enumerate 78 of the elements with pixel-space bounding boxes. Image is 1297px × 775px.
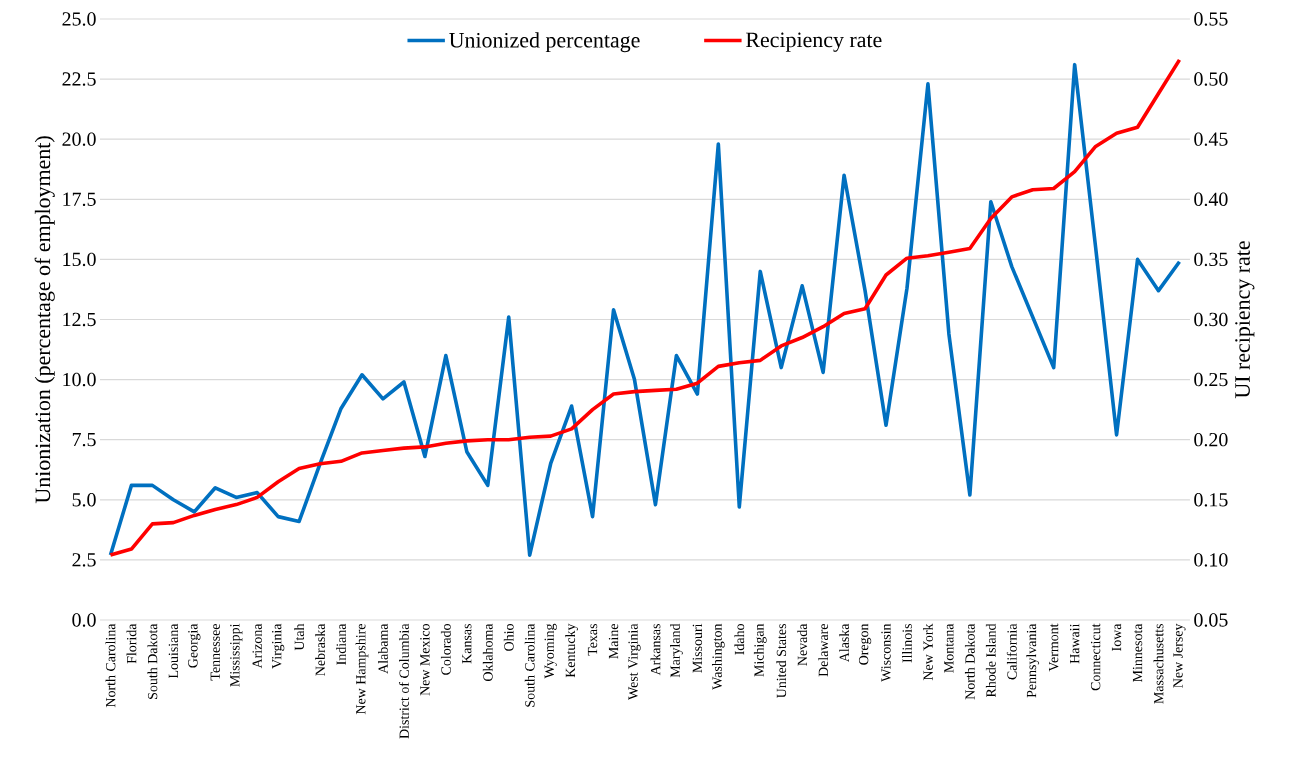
x-tick-label: South Dakota: [147, 623, 158, 699]
x-tick-label: Indiana: [336, 623, 346, 665]
x-tick-label: Delaware: [818, 624, 829, 677]
x-tick-label: Ohio: [503, 624, 514, 651]
x-tick-label: Texas: [587, 624, 598, 656]
y-tick-label: 12.5: [63, 312, 96, 327]
x-tick-label: Nevada: [797, 623, 808, 666]
y2-tick-label: 0.55: [1194, 12, 1228, 26]
y2-tick-label: 0.45: [1194, 132, 1228, 146]
x-tick-label: Virginia: [272, 623, 285, 669]
x-tick-label: Maine: [608, 624, 619, 659]
x-tick-label: North Carolina: [105, 623, 116, 708]
y-tick-label: 22.5: [62, 72, 96, 86]
x-tick-label: Pennsylvania: [1026, 623, 1040, 698]
x-tick-label: Colorado: [440, 624, 451, 675]
y-tick-label: 5.0: [72, 493, 96, 507]
legend-label: Unionized percentage: [449, 32, 640, 53]
x-tick-label: Wisconsin: [881, 623, 891, 682]
x-tick-label: Montana: [944, 623, 954, 673]
x-tick-label: Arizona: [252, 623, 262, 669]
x-tick-label: Arkansas: [650, 624, 661, 676]
y-tick-label: 20.0: [62, 132, 96, 146]
x-tick-label: New York: [923, 623, 933, 681]
x-tick-label: Utah: [294, 623, 305, 651]
y-axis-title: Unionization (percentage of employment): [34, 136, 55, 504]
x-tick-label: Nebraska: [315, 623, 325, 676]
y-tick-label: 7.5: [72, 433, 96, 447]
x-tick-label: Oklahoma: [482, 623, 493, 682]
x-tick-label: New Hampshire: [355, 624, 369, 715]
x-tick-label: Georgia: [188, 623, 201, 668]
x-tick-label: New Mexico: [420, 624, 430, 696]
x-tick-label: Wyoming: [544, 623, 557, 679]
y2-tick-label: 0.05: [1194, 613, 1228, 627]
x-tick-label: Tennessee: [210, 623, 220, 681]
x-tick-label: Alaska: [839, 623, 850, 663]
x-tick-label: Illinois: [902, 624, 912, 663]
y-tick-label: 10.0: [63, 372, 96, 387]
legend-label: Recipiency rate: [745, 32, 882, 52]
x-tick-label: North Dakota: [964, 623, 975, 700]
x-tick-label: District of Columbia: [398, 623, 409, 739]
x-tick-label: Florida: [126, 623, 137, 664]
x-tick-label: Alabama: [378, 623, 388, 674]
x-tick-label: New Jersey: [1173, 623, 1186, 688]
y2-tick-label: 0.50: [1194, 72, 1228, 86]
x-tick-label: Michigan: [753, 623, 767, 677]
x-tick-label: Oregon: [858, 623, 872, 665]
y-tick-label: 15.0: [63, 252, 96, 267]
x-tick-label: Vermont: [1049, 623, 1059, 672]
y-tick-label: 0.0: [72, 613, 96, 627]
x-tick-label: South Carolina: [524, 623, 535, 707]
y2-axis-title: UI recipiency rate: [1235, 241, 1255, 399]
y2-tick-label: 0.15: [1194, 493, 1228, 507]
y2-tick-label: 0.35: [1194, 252, 1228, 267]
x-tick-label: West Virginia: [628, 623, 641, 700]
x-tick-label: Kentucky: [565, 623, 578, 678]
x-tick-label: Mississippi: [230, 623, 243, 687]
x-tick-label: Washington: [711, 623, 725, 690]
x-tick-label: Connecticut: [1090, 623, 1101, 691]
y2-tick-label: 0.10: [1194, 553, 1228, 567]
x-tick-label: California: [1006, 623, 1017, 680]
y-tick-label: 17.5: [63, 192, 96, 207]
x-tick-label: Idaho: [734, 624, 745, 655]
x-tick-label: Louisiana: [168, 623, 179, 679]
y2-tick-label: 0.40: [1194, 192, 1228, 207]
x-tick-label: Hawaii: [1069, 623, 1080, 664]
x-tick-label: Iowa: [1111, 623, 1122, 651]
x-tick-label: United States: [776, 624, 787, 698]
y2-tick-label: 0.25: [1194, 372, 1228, 387]
y2-tick-label: 0.20: [1194, 432, 1228, 447]
y-tick-label: 25.0: [62, 12, 96, 26]
x-tick-label: Missouri: [692, 623, 703, 673]
x-tick-label: Maryland: [670, 623, 683, 678]
y-tick-label: 2.5: [72, 553, 96, 567]
x-tick-label: Massachusetts: [1153, 624, 1164, 704]
y2-tick-label: 0.30: [1194, 312, 1228, 327]
x-tick-label: Kansas: [462, 624, 472, 664]
x-tick-label: Rhode Island: [985, 623, 996, 698]
x-tick-label: Minnesota: [1132, 623, 1143, 682]
